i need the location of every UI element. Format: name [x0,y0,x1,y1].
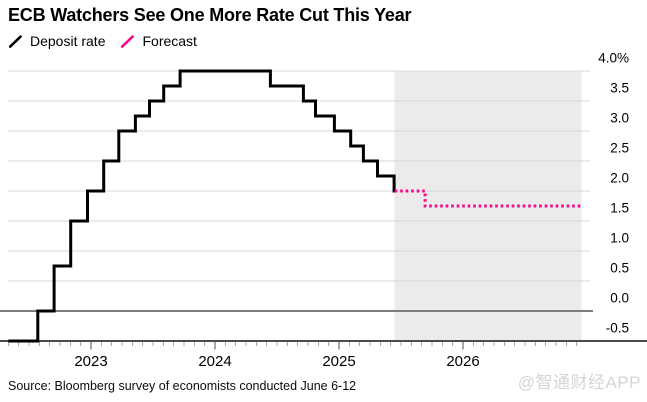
y-tick-label: 2.5 [610,141,629,156]
x-tick-label: 2025 [322,353,355,370]
y-tick-label: 3.0 [610,111,629,126]
source-note: Source: Bloomberg survey of economists c… [8,379,357,393]
x-tick-label: 2024 [198,353,231,370]
forecast-line-swatch-icon [121,34,135,48]
legend-label-deposit-rate: Deposit rate [30,33,106,49]
legend: Deposit rate Forecast [8,33,197,49]
y-tick-label: 1.5 [610,201,629,216]
watermark: @智通财经APP [517,373,641,392]
deposit-rate-line [8,69,396,343]
deposit-rate-line-swatch-icon [8,34,22,48]
y-tick-label: 1.0 [610,231,629,246]
y-axis-labels: 4.0% 3.5 3.0 2.5 2.0 1.5 1.0 0.5 0.0 -0.5 [598,51,629,336]
chart-title: ECB Watchers See One More Rate Cut This … [8,5,412,25]
legend-item-forecast: Forecast [120,33,197,49]
y-tick-label: -0.5 [606,321,629,336]
year-tick-labels: 2023 2024 2025 2026 [74,353,479,370]
x-tick-label: 2026 [446,353,479,370]
x-tick-label: 2023 [74,353,107,370]
legend-item-deposit-rate: Deposit rate [8,33,105,49]
y-tick-label: 0.5 [610,261,629,276]
y-tick-label: 3.5 [610,81,629,96]
y-tick-label: 0.0 [610,291,629,306]
forecast-region [394,71,582,341]
y-tick-label: 4.0% [598,51,629,66]
legend-label-forecast: Forecast [142,33,197,49]
axis-ticks [7,342,578,350]
forecast-line [394,189,582,208]
y-tick-label: 2.0 [610,171,629,186]
